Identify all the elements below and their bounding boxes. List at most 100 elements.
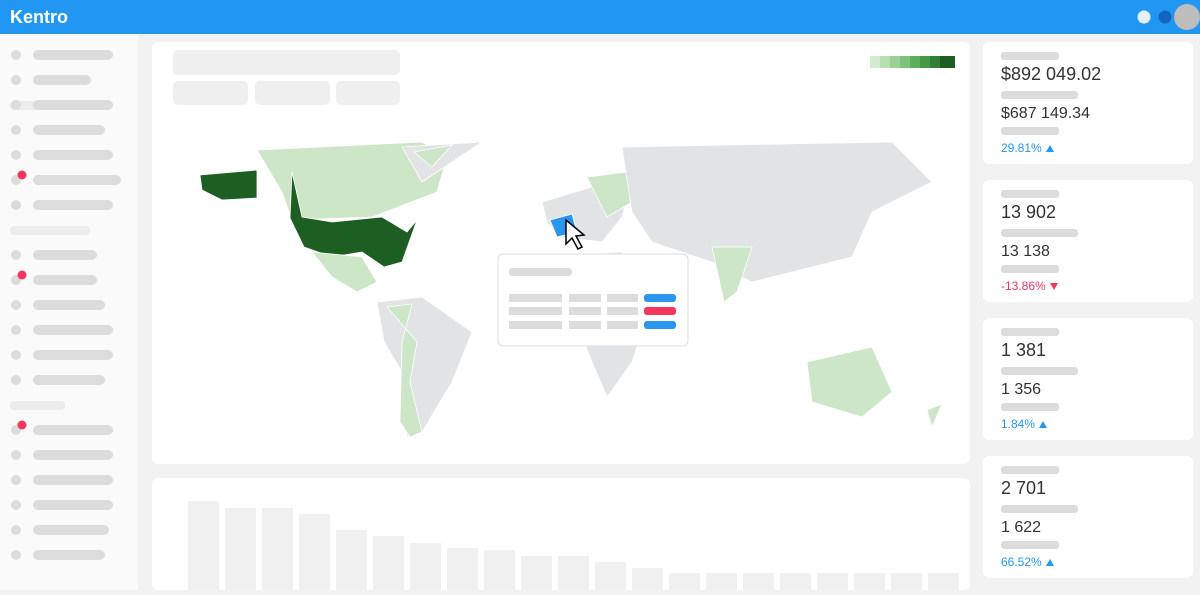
placeholder bbox=[1001, 466, 1059, 474]
placeholder bbox=[1001, 367, 1078, 375]
placeholder-bar bbox=[928, 573, 959, 590]
nav-label bbox=[33, 375, 105, 385]
nav-item[interactable] bbox=[11, 525, 109, 535]
nav-label bbox=[33, 50, 113, 60]
nav-item[interactable] bbox=[11, 170, 121, 186]
nav-icon bbox=[11, 300, 21, 310]
nav-icon bbox=[11, 250, 21, 260]
nav-item[interactable] bbox=[11, 500, 113, 510]
stat-card: 2 701 1 622 66.52% bbox=[983, 456, 1193, 578]
nav-label bbox=[33, 250, 97, 260]
trend-arrow bbox=[1039, 421, 1048, 429]
nav-item[interactable] bbox=[11, 375, 105, 385]
placeholder-bar bbox=[410, 543, 441, 590]
stat-previous: $687 149.34 bbox=[1001, 105, 1090, 122]
placeholder-bar bbox=[780, 573, 811, 590]
nav-label bbox=[33, 175, 121, 185]
map bbox=[173, 50, 955, 438]
placeholder-bar bbox=[558, 556, 589, 590]
trend-arrow bbox=[1045, 145, 1054, 153]
stat-change-row: 1.84% bbox=[1001, 417, 1048, 431]
placeholder-bar bbox=[299, 514, 330, 590]
status-dot[interactable] bbox=[1137, 10, 1151, 24]
placeholder bbox=[1001, 229, 1078, 237]
stat-previous: 1 356 bbox=[1001, 381, 1042, 398]
stat-card: $892 049.02 $687 149.34 29.81% bbox=[983, 42, 1193, 164]
nav-icon bbox=[11, 100, 21, 110]
nav-item[interactable] bbox=[11, 450, 113, 460]
nav-item[interactable] bbox=[11, 420, 113, 436]
nav-label bbox=[33, 300, 105, 310]
nav-icon bbox=[11, 375, 21, 385]
nav-icon bbox=[11, 450, 21, 460]
sidebar bbox=[0, 34, 138, 590]
nav-item[interactable] bbox=[11, 150, 113, 160]
stat-change: 66.52% bbox=[1001, 555, 1042, 569]
stat-change: -13.86% bbox=[1001, 279, 1046, 293]
placeholder-bar bbox=[521, 556, 552, 590]
nav-item[interactable] bbox=[11, 475, 113, 485]
stat-change: 1.84% bbox=[1001, 417, 1036, 431]
nav-label bbox=[33, 525, 109, 535]
countries bbox=[199, 141, 943, 438]
placeholder-bar bbox=[484, 550, 515, 590]
placeholder-bar bbox=[188, 501, 219, 590]
nav-icon bbox=[11, 475, 21, 485]
color-scale bbox=[870, 56, 955, 68]
placeholder bbox=[1001, 403, 1059, 411]
nav-item[interactable] bbox=[11, 125, 105, 135]
placeholder-bar bbox=[262, 508, 293, 590]
placeholder-bar bbox=[706, 573, 737, 590]
nav-label bbox=[33, 500, 113, 510]
avatar[interactable] bbox=[1174, 4, 1200, 30]
nav-item[interactable] bbox=[11, 75, 91, 85]
nav-item[interactable] bbox=[11, 100, 113, 110]
bar-panel bbox=[152, 478, 970, 590]
nav-item[interactable] bbox=[11, 350, 113, 360]
placeholder bbox=[173, 81, 248, 105]
nav-item[interactable] bbox=[11, 550, 105, 560]
placeholder-bar bbox=[225, 508, 256, 590]
nav-icon bbox=[11, 150, 21, 160]
nav-label bbox=[33, 550, 105, 560]
placeholder-bar bbox=[632, 568, 663, 590]
stat-card: 1 381 1 356 1.84% bbox=[983, 318, 1193, 440]
nav-item[interactable] bbox=[11, 200, 113, 210]
nav-item[interactable] bbox=[11, 250, 97, 260]
placeholder bbox=[1001, 265, 1059, 273]
nav-item[interactable] bbox=[11, 50, 113, 60]
stat-card: 13 902 13 138 -13.86% bbox=[983, 180, 1193, 302]
nav-item[interactable] bbox=[11, 325, 113, 335]
section-label bbox=[10, 401, 65, 410]
stat-value: 1 381 bbox=[1001, 340, 1047, 360]
nav-label bbox=[33, 150, 113, 160]
placeholder-bar bbox=[373, 536, 404, 590]
notification-dot bbox=[17, 270, 27, 280]
placeholder bbox=[1001, 541, 1059, 549]
placeholder bbox=[1001, 52, 1059, 60]
placeholder-bar bbox=[669, 573, 700, 590]
nav-item[interactable] bbox=[11, 300, 105, 310]
placeholder bbox=[255, 81, 330, 105]
notification-dot bbox=[17, 170, 27, 180]
stat-value: 2 701 bbox=[1001, 478, 1047, 498]
placeholder bbox=[1001, 190, 1059, 198]
nav-item[interactable] bbox=[11, 270, 97, 286]
nav-label bbox=[33, 200, 113, 210]
placeholder bbox=[173, 50, 400, 75]
nav-label bbox=[33, 450, 113, 460]
nav-label bbox=[33, 125, 105, 135]
header-icons bbox=[1137, 4, 1200, 30]
app-title[interactable]: Kentro bbox=[10, 7, 68, 27]
nav-label bbox=[33, 75, 91, 85]
nav-icon bbox=[11, 350, 21, 360]
stat-change-row: -13.86% bbox=[1001, 279, 1059, 293]
nav-icon bbox=[11, 550, 21, 560]
header: Kentro bbox=[0, 0, 1200, 34]
status-dot[interactable] bbox=[1158, 10, 1172, 24]
nav-icon bbox=[11, 50, 21, 60]
nav-label bbox=[33, 100, 113, 110]
placeholder-bar bbox=[743, 573, 774, 590]
placeholder bbox=[1001, 127, 1059, 135]
